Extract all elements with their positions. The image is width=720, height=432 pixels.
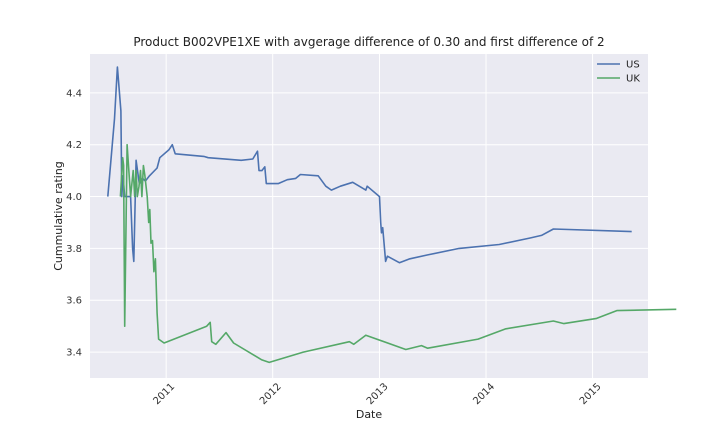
y-axis-label: Cummulative rating <box>52 161 65 271</box>
grid <box>90 54 648 378</box>
y-tick-label: 3.8 <box>66 244 82 255</box>
y-axis-ticks: 3.4 3.6 3.8 4.0 4.2 4.4 <box>66 88 82 358</box>
y-tick-label: 3.6 <box>66 296 82 307</box>
legend: US UK <box>597 60 640 85</box>
x-tick-label: 2012 <box>258 381 284 407</box>
series-line-us <box>107 66 632 264</box>
plot-background <box>90 54 648 378</box>
x-tick-label: 2011 <box>152 381 178 407</box>
x-tick-label: 2015 <box>578 381 604 407</box>
y-tick-label: 4.4 <box>66 88 82 99</box>
series-line-uk <box>119 143 677 364</box>
x-axis-ticks: 2011 2012 2013 2014 2015 <box>152 381 604 407</box>
x-tick-label: 2014 <box>471 381 497 407</box>
legend-label-us: US <box>626 60 640 71</box>
x-tick-label: 2013 <box>365 381 391 407</box>
y-tick-label: 3.4 <box>66 348 82 359</box>
series-layer <box>107 66 677 364</box>
y-tick-label: 4.0 <box>66 192 82 203</box>
x-axis-label: Date <box>356 408 383 421</box>
y-tick-label: 4.2 <box>66 140 82 151</box>
chart-title: Product B002VPE1XE with avgerage differe… <box>133 35 604 49</box>
legend-label-uk: UK <box>626 74 640 85</box>
